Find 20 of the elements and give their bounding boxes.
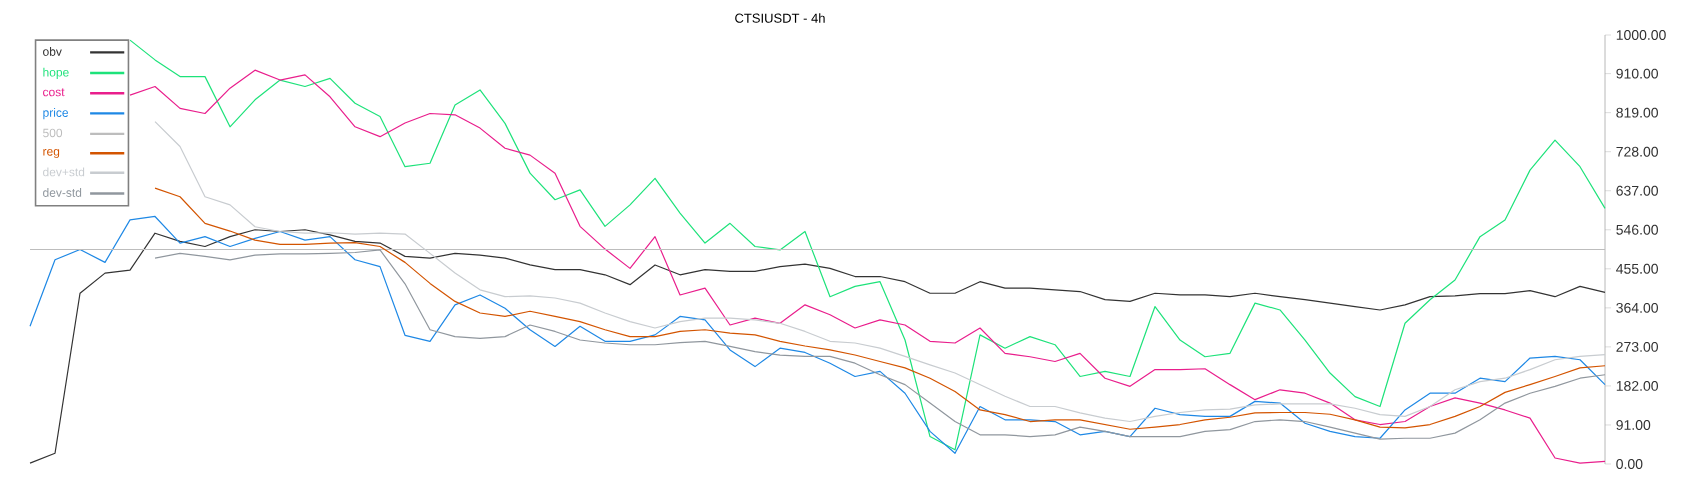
y-tick-label: 91.00 — [1616, 420, 1651, 430]
legend-label: price — [43, 108, 69, 120]
legend-label: dev-std — [43, 188, 82, 197]
y-tick-label: 819.00 — [1616, 107, 1659, 118]
chart-title: CTSIUSDT - 4h — [735, 13, 825, 23]
y-tick-label: 273.00 — [1616, 341, 1659, 352]
y-tick-label: 182.00 — [1616, 380, 1659, 391]
y-tick-label: 455.00 — [1616, 263, 1659, 274]
text: reg — [43, 149, 60, 158]
y-tick-label: 364.00 — [1616, 302, 1659, 313]
y-tick-label: 0.00 — [1616, 459, 1643, 469]
legend-label: hope — [43, 67, 69, 79]
legend-label: 500 — [43, 128, 63, 138]
legend-label: obv — [43, 47, 62, 56]
y-tick-label: 546.00 — [1616, 224, 1659, 235]
y-tick-label: 728.00 — [1616, 146, 1659, 157]
y-tick-label: 910.00 — [1616, 68, 1659, 79]
y-tick-label: 637.00 — [1616, 185, 1659, 196]
y-tick-label: 1000.00 — [1616, 30, 1666, 40]
legend-label: cost — [43, 88, 65, 97]
